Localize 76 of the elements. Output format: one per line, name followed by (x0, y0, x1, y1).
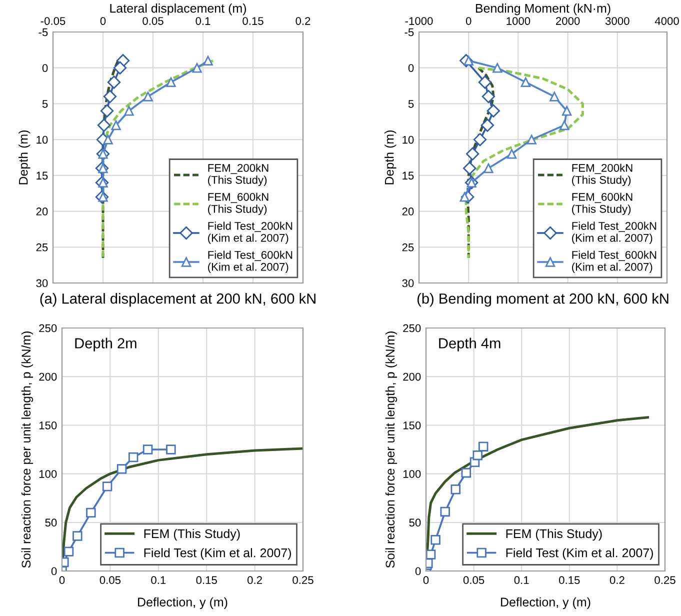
x-axis-title: Deflection, y (m) (138, 597, 228, 609)
x-tick-label: 0.2 (296, 17, 310, 25)
y-tick-label: 10 (402, 136, 414, 144)
x-axis-title: Lateral displacement (m) (110, 4, 246, 16)
y-tick-label: 20 (402, 208, 414, 216)
x-tick-label: -1000 (405, 17, 433, 25)
x-tick-label: 0 (59, 576, 65, 584)
y-axis-title: Depth (m) (18, 130, 30, 184)
x-tick-label: 0.15 (242, 17, 264, 25)
x-tick-label: 0.05 (463, 576, 484, 584)
legend-label: Field Test_600kN (Kim et al. 2007) (572, 250, 656, 273)
y-tick-label: 15 (402, 172, 414, 180)
x-tick-label: 4000 (654, 17, 679, 25)
x-tick-label: 0.05 (142, 17, 164, 25)
x-tick-label: 3000 (605, 17, 630, 25)
x-tick-label: 0 (423, 576, 429, 584)
legend-label: Field Test_200kN (Kim et al. 2007) (572, 222, 656, 244)
legend-label: FEM (This Study) (144, 528, 240, 541)
y-tick-label: 10 (36, 136, 48, 144)
y-tick-label: 50 (45, 518, 57, 527)
x-tick-label: 0.05 (100, 576, 121, 584)
x-tick-label: 1000 (506, 17, 530, 25)
y-axis-title: Depth (m) (384, 130, 396, 184)
y-tick-label: 30 (402, 279, 414, 288)
x-tick-label: 0.1 (151, 576, 166, 584)
y-tick-label: 200 (403, 372, 421, 381)
legend-label: FEM (This Study) (506, 528, 602, 541)
x-tick-label: 0.25 (654, 576, 676, 584)
x-tick-label: 0.15 (559, 576, 580, 584)
x-tick-label: 0.2 (610, 576, 624, 584)
text: (b) Bending moment at 200 kN, 600 kN (417, 293, 668, 307)
x-tick-label: 2000 (556, 17, 580, 25)
y-tick-label: 250 (39, 324, 57, 332)
annotation: Depth 4m (439, 338, 500, 352)
legend-label: FEM_600kN (This Study) (208, 192, 268, 216)
y-tick-label: 25 (36, 243, 48, 252)
y-tick-label: 200 (39, 372, 57, 381)
y-tick-label: 50 (409, 518, 421, 527)
y-tick-label: 150 (39, 421, 57, 430)
x-tick-label: -0.05 (40, 17, 66, 25)
x-tick-label: 0.2 (248, 576, 262, 584)
legend-label: Field Test (Kim et al. 2007) (506, 548, 653, 560)
y-axis-title: Soil reaction force per unit length, p (kN/m) (385, 331, 398, 568)
x-axis-title: Deflection, y (m) (501, 597, 590, 609)
y-tick-label: 5 (42, 100, 48, 108)
legend-label: Field Test_600kN (Kim et al. 2007) (208, 250, 292, 273)
legend-label: FEM_600kN (This Study) (572, 192, 632, 216)
x-tick-label: 0.15 (196, 576, 217, 584)
y-tick-label: 5 (408, 100, 414, 108)
y-tick-label: 0 (415, 567, 421, 576)
y-tick-label: 25 (402, 243, 414, 252)
y-tick-label: 0 (51, 567, 57, 576)
y-tick-label: 150 (403, 421, 421, 430)
x-tick-label: 0.1 (514, 576, 529, 584)
y-tick-label: 30 (36, 279, 48, 288)
y-tick-label: 100 (403, 470, 421, 478)
legend-label: FEM_200kN (This Study) (208, 164, 268, 186)
y-tick-label: 20 (36, 208, 48, 216)
y-tick-label: 250 (403, 324, 421, 332)
y-tick-label: 0 (408, 64, 414, 72)
text: (a) Lateral displacement at 200 kN, 600 kN (40, 293, 316, 307)
x-tick-label: 0.1 (196, 17, 210, 25)
annotation: Depth 2m (75, 338, 136, 352)
y-tick-label: -5 (38, 28, 48, 36)
y-tick-label: 0 (42, 64, 48, 72)
y-axis-title: Soil reaction force per unit length, p (kN/m) (21, 331, 34, 568)
x-tick-label: 0 (466, 17, 472, 25)
y-tick-label: -5 (404, 28, 414, 36)
legend-label: Field Test_200kN (Kim et al. 2007) (208, 222, 292, 244)
x-axis-title: Bending Moment (kN·m) (476, 4, 610, 16)
legend-label: FEM_200kN (This Study) (572, 164, 632, 186)
x-tick-label: 0 (100, 17, 106, 25)
legend-label: Field Test (Kim et al. 2007) (144, 548, 291, 560)
x-tick-label: 0.25 (292, 576, 314, 584)
y-tick-label: 15 (36, 172, 48, 180)
y-tick-label: 100 (39, 470, 57, 478)
